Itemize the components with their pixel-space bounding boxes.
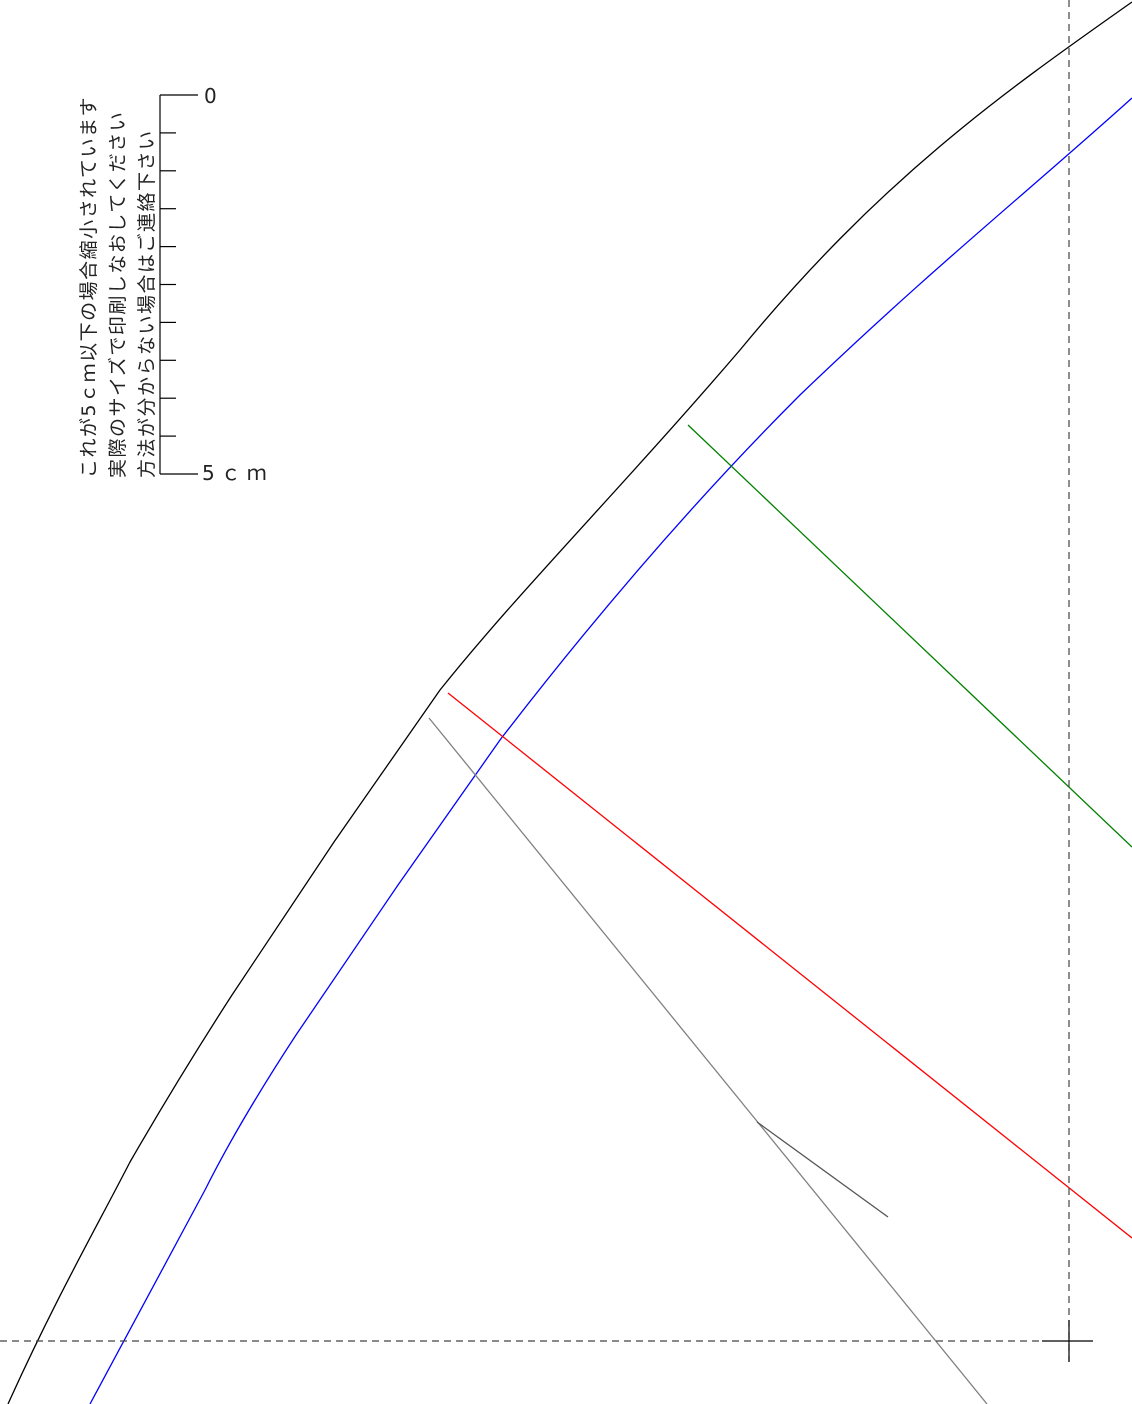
scale-ruler: 0 5ｃｍ	[159, 84, 273, 485]
scale-note-line-1: これが5ｃｍ以下の場合縮小されています	[78, 96, 100, 478]
scale-note-line-3: 方法が分からない場合はご連絡下さい	[136, 129, 158, 478]
scale-label-five-cm: 5ｃｍ	[202, 461, 273, 485]
outer-cut-line	[7, 1, 1132, 1404]
seam-line	[89, 97, 1132, 1404]
gray-branch-line	[756, 1121, 889, 1218]
crosshair-marker	[1042, 1320, 1093, 1362]
scale-label-zero: 0	[204, 84, 223, 108]
green-guide-line	[687, 424, 1132, 848]
gray-guide-line	[428, 717, 988, 1404]
red-guide-line	[447, 692, 1132, 1239]
scale-note-line-2: 実際のサイズで印刷しなおしてください	[107, 111, 129, 478]
ruler-ticks	[160, 132, 176, 437]
scale-note: これが5ｃｍ以下の場合縮小されています 実際のサイズで印刷しなおしてください 方…	[78, 96, 158, 478]
